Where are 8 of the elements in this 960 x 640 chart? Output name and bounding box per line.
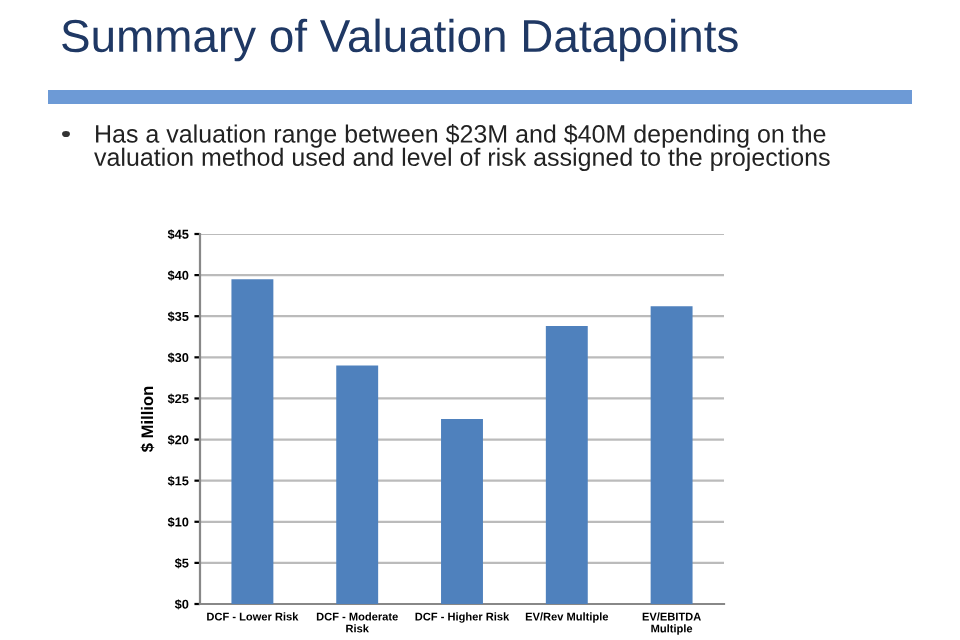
bar [231,279,274,604]
y-axis-title: $ Million [140,386,155,453]
bar [336,365,379,604]
bar [545,326,588,604]
chart-title: Summary of Valuation Datapoints [62,18,738,62]
bar [650,306,693,604]
chart-subtitle: Has a valuation range between $23M and $40M depending on the valuation method used and level of risk assigned to the projections [94,124,830,171]
bar [441,419,483,604]
